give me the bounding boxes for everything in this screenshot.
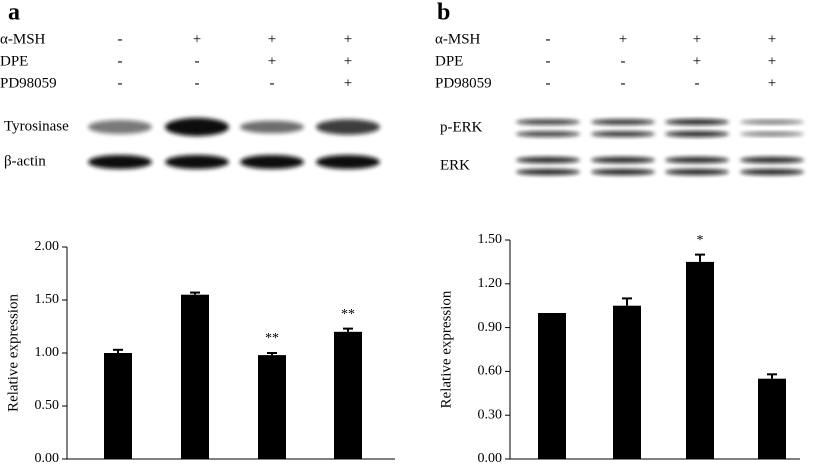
blot-band [516,119,580,125]
y-tick-label: 1.50 [478,232,503,247]
treatment-sign: + [268,31,276,47]
treatment-sign: + [344,31,352,47]
y-axis-label: Relative expression [438,290,454,408]
treatment-sign: - [195,53,200,69]
treatment-sign: + [344,53,352,69]
blot-label: β-actin [4,153,46,169]
blot-band [740,156,804,164]
blot-band [591,168,655,176]
treatment-name: α-MSH [0,31,46,47]
blot-band [740,168,804,176]
treatment-sign: + [768,75,776,91]
treatment-sign: + [768,53,776,69]
blot-band [165,155,229,169]
y-tick-label: 2.00 [35,239,60,254]
blot-band [88,120,152,134]
treatment-sign: - [118,75,123,91]
bar [258,355,286,459]
blot-band [316,119,380,135]
significance: ** [265,331,279,346]
treatment-sign: - [621,53,626,69]
y-tick-label: 1.00 [35,345,60,360]
blot-band [740,119,804,125]
bar [758,378,786,459]
treatment-name: DPE [435,53,463,69]
treatment-sign: - [118,31,123,47]
blot-band [516,168,580,176]
blot-band [516,131,580,137]
treatment-name: PD98059 [0,75,57,91]
treatment-sign: - [546,31,551,47]
blot-band [516,156,580,164]
treatment-sign: + [268,53,276,69]
y-tick-label: 1.20 [478,276,503,291]
treatment-name: α-MSH [435,31,481,47]
y-tick-label: 0.00 [478,451,503,465]
panel-label: b [437,0,450,26]
treatment-sign: + [693,53,701,69]
blot-band [88,155,152,169]
y-tick-label: 1.50 [35,292,60,307]
treatment-sign: - [695,75,700,91]
treatment-sign: + [693,31,701,47]
y-tick-label: 0.50 [35,398,60,413]
blot-band [665,156,729,164]
bar [613,305,641,459]
treatment-sign: + [193,31,201,47]
y-tick-label: 0.90 [478,320,503,335]
blot-band [740,131,804,137]
significance: ** [341,307,355,322]
treatment-sign: - [546,75,551,91]
y-tick-label: 0.00 [35,451,60,465]
blot-band [240,120,304,134]
treatment-sign: + [768,31,776,47]
treatment-sign: - [195,75,200,91]
bar [181,294,209,459]
blot-band [591,131,655,137]
blot-band [591,119,655,125]
bar [686,261,714,459]
blot-band [591,156,655,164]
blot-band [665,131,729,137]
bar [538,313,566,459]
blot-band [165,117,229,137]
blot-label: p-ERK [440,119,483,135]
y-axis-label: Relative expression [5,294,21,412]
y-tick-label: 0.30 [478,407,503,422]
bar [104,353,132,459]
blot-band [665,119,729,125]
treatment-sign: - [270,75,275,91]
significance: * [697,233,704,248]
treatment-sign: - [546,53,551,69]
blot-label: Tyrosinase [4,118,69,134]
treatment-sign: + [619,31,627,47]
treatment-sign: + [344,75,352,91]
treatment-sign: - [621,75,626,91]
panel-label: a [8,0,20,26]
blot-band [665,168,729,176]
y-tick-label: 0.60 [478,364,503,379]
blot-band [240,155,304,169]
treatment-sign: - [118,53,123,69]
blot-band [316,155,380,169]
bar [334,331,362,459]
blot-label: ERK [440,157,470,173]
treatment-name: PD98059 [435,75,492,91]
treatment-name: DPE [0,53,28,69]
